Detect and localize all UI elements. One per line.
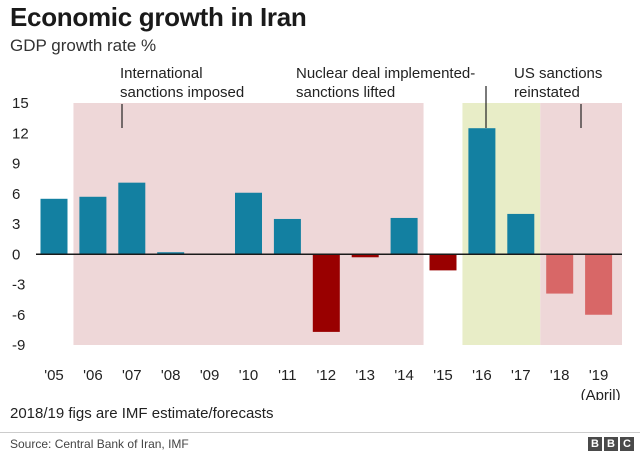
y-tick-label: 0 [12, 246, 20, 263]
bar-11 [273, 218, 301, 255]
gdp-bar-chart: 15 12 9 6 3 0 -3 -6 -9 '05 '06 '07 '08 '09 '10 '11 '12 '1… [12, 65, 622, 400]
y-tick-label: -3 [12, 277, 25, 294]
bar-16 [468, 128, 496, 255]
x-tick-label: '08 [161, 367, 181, 384]
y-tick-label: 15 [12, 95, 29, 112]
bbc-logo-letter-2: B [604, 437, 618, 451]
x-tick-label: '06 [83, 367, 103, 384]
bar-13 [351, 254, 379, 258]
forecast-note: 2018/19 figs are IMF estimate/forecasts [10, 405, 274, 422]
bbc-logo-letter-1: B [588, 437, 602, 451]
x-tick-label: '10 [239, 367, 259, 384]
x-tick-label: '14 [394, 367, 414, 384]
annotation-line-1: International [120, 65, 203, 82]
y-tick-label: -6 [12, 307, 25, 324]
x-tick-label: '07 [122, 367, 142, 384]
x-tick-label: '12 [317, 367, 337, 384]
y-tick-label: 6 [12, 186, 20, 203]
x-tick-label: '05 [44, 367, 64, 384]
bar-14 [390, 217, 418, 255]
y-tick-label: 3 [12, 216, 20, 233]
y-tick-label: 9 [12, 156, 20, 173]
x-tick-label: '17 [511, 367, 531, 384]
bar-07 [118, 182, 146, 255]
x-tick-label: '16 [472, 367, 492, 384]
annotation-line-1: US sanctions [514, 65, 602, 82]
bar-05 [40, 198, 68, 255]
bar-10 [235, 192, 262, 255]
x-tick-label: '15 [433, 367, 453, 384]
chart-subtitle: GDP growth rate % [10, 36, 157, 55]
bbc-logo: B B C [588, 437, 634, 451]
bbc-logo-letter-3: C [620, 437, 634, 451]
bar-18 [546, 254, 574, 294]
bar-06 [79, 196, 107, 255]
x-tick-label: '09 [200, 367, 220, 384]
bar-17 [507, 213, 535, 255]
annotation-line-2: sanctions lifted [296, 84, 395, 101]
bar-19 [585, 254, 613, 315]
bar-12 [312, 254, 340, 332]
x-tick-sublabel: (April) [581, 387, 621, 400]
chart-title: Economic growth in Iran [10, 2, 307, 32]
annotation-line-1: Nuclear deal implemented- [296, 65, 475, 82]
x-tick-label: '18 [550, 367, 570, 384]
bar-15 [429, 254, 457, 271]
y-tick-label: 12 [12, 125, 29, 142]
y-tick-label: -9 [12, 337, 25, 354]
x-tick-label: '11 [278, 367, 296, 384]
x-tick-label: '19 [589, 367, 609, 384]
x-tick-label: '13 [355, 367, 375, 384]
footer-divider [0, 432, 640, 433]
annotation-line-2: sanctions imposed [120, 84, 244, 101]
bar-08 [157, 252, 185, 255]
annotation-line-2: reinstated [514, 84, 580, 101]
source-text: Source: Central Bank of Iran, IMF [10, 437, 189, 451]
